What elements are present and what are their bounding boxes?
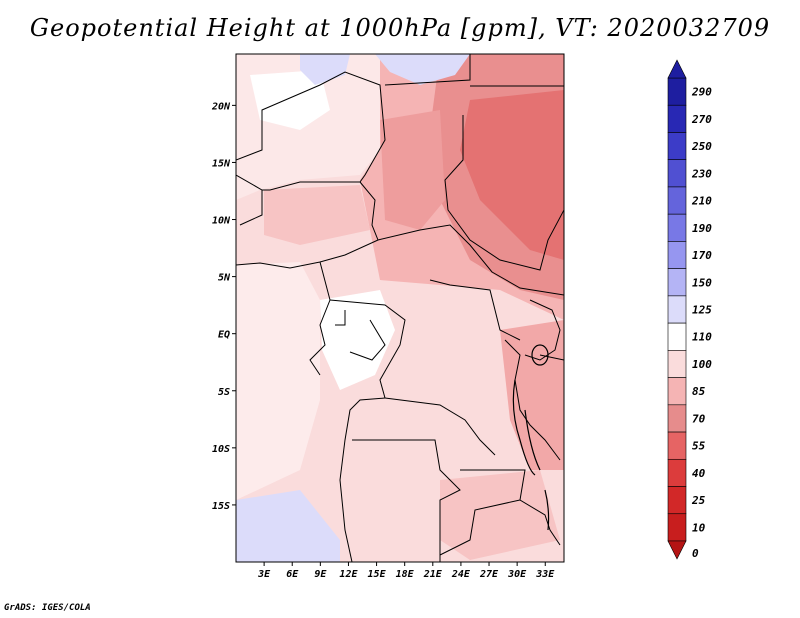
grads-credit: GrADS: IGES/COLA (4, 603, 91, 613)
colorbar-label: 270 (691, 113, 712, 126)
lakes (512, 344, 550, 531)
colorbar-label: 230 (691, 167, 712, 180)
colorbar: 2902702502302101901701501251101008570554… (667, 59, 712, 560)
colorbar-swatch (667, 241, 687, 269)
colorbar-label: 125 (692, 304, 712, 317)
colorbar-label: 250 (691, 140, 712, 153)
field-white-gabon (320, 290, 395, 390)
colorbar-swatch (667, 213, 687, 242)
lon-tick-label: 6E (286, 569, 299, 580)
colorbar-swatch (667, 295, 687, 324)
lon-tick-label: 30E (507, 569, 527, 580)
colorbar-label: 85 (692, 385, 706, 398)
chart-title: Geopotential Height at 1000hPa [gpm], VT… (29, 14, 771, 42)
colorbar-swatch (667, 77, 687, 106)
colorbar-label: 170 (692, 249, 712, 262)
colorbar-swatch (667, 132, 687, 161)
colorbar-label: 100 (692, 358, 712, 371)
lat-tick-label: 5S (218, 387, 230, 398)
lat-tick-label: 10N (212, 216, 231, 227)
field-70-west (380, 110, 445, 230)
colorbar-swatch (667, 404, 687, 433)
colorbar-swatch (667, 268, 687, 297)
colorbar-swatch (667, 186, 687, 215)
lon-tick-label: 21E (423, 569, 443, 580)
lat-tick-label: 5N (218, 273, 231, 284)
field-south-blue (236, 490, 340, 562)
colorbar-bottom-arrow (667, 540, 687, 560)
colorbar-label: 110 (692, 331, 712, 344)
colorbar-swatch (667, 159, 687, 188)
longitude-axis: 3E 6E 9E 12E 15E 18E 21E 24E 27E 30E 33E (257, 562, 555, 580)
colorbar-swatch (667, 513, 687, 542)
lon-tick-label: 9E (314, 569, 327, 580)
lon-tick-label: 18E (396, 569, 415, 580)
lat-tick-label: EQ (218, 330, 230, 341)
field-white-sahara (250, 70, 330, 130)
field-atlantic (236, 262, 320, 500)
latitude-axis: 20N 15N 10N 5N EQ 5S 10S 15S (211, 101, 236, 512)
colorbar-label: 55 (692, 440, 706, 453)
colorbar-label: 210 (691, 195, 712, 208)
field-north-blue-1 (300, 54, 350, 85)
colorbar-top-arrow (667, 59, 687, 79)
colorbar-swatch (667, 458, 687, 487)
colorbar-label: 190 (692, 222, 712, 235)
field-85-west (264, 185, 370, 245)
field-55 (460, 90, 564, 260)
colorbar-swatch (667, 104, 687, 133)
lon-tick-label: 3E (257, 569, 271, 580)
colorbar-label: 10 (692, 521, 706, 534)
lat-tick-label: 20N (211, 101, 231, 112)
lon-tick-label: 27E (479, 569, 499, 580)
colorbar-swatch (667, 431, 687, 460)
lon-tick-label: 15E (368, 569, 387, 580)
lon-tick-label: 12E (339, 569, 358, 580)
colorbar-swatch (667, 486, 687, 515)
lat-tick-label: 10S (212, 444, 230, 455)
colorbar-swatch (667, 322, 687, 351)
country-borders (236, 54, 564, 562)
colorbar-label: 40 (692, 467, 706, 480)
colorbar-swatch (667, 377, 687, 406)
field-north-blue-2 (375, 54, 470, 85)
colorbar-label: 70 (692, 412, 706, 425)
map-field (236, 54, 564, 562)
colorbar-label: 290 (691, 86, 712, 99)
map-frame (235, 53, 565, 563)
colorbar-label: 150 (692, 276, 712, 289)
lon-tick-label: 24E (451, 569, 471, 580)
colorbar-label: 25 (691, 494, 706, 507)
lat-tick-label: 15N (212, 158, 231, 169)
lon-tick-label: 33E (535, 569, 555, 580)
colorbar-label: 0 (692, 547, 699, 560)
lat-tick-label: 15S (212, 501, 230, 512)
colorbar-swatch (667, 350, 687, 378)
